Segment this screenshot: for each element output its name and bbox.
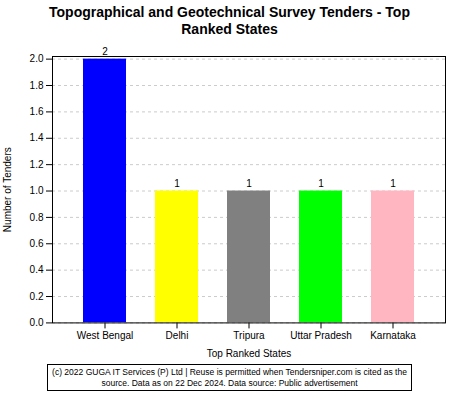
- svg-text:0.2: 0.2: [30, 290, 44, 301]
- svg-text:1.0: 1.0: [30, 185, 44, 196]
- svg-text:1.2: 1.2: [30, 158, 44, 169]
- svg-text:1.8: 1.8: [30, 79, 44, 90]
- svg-text:1: 1: [174, 178, 180, 189]
- svg-text:1: 1: [390, 178, 396, 189]
- svg-text:West Bengal: West Bengal: [77, 330, 134, 341]
- svg-text:0.8: 0.8: [30, 211, 44, 222]
- svg-text:Top Ranked States: Top Ranked States: [207, 348, 292, 359]
- svg-text:1: 1: [246, 178, 252, 189]
- html-text:Topographical and Geotechnical: Topographical and Geotechnical Survey Te…: [49, 4, 410, 37]
- svg-text:Karnataka: Karnataka: [370, 330, 416, 341]
- svg-text:Uttar Pradesh: Uttar Pradesh: [290, 330, 352, 341]
- svg-text:0.4: 0.4: [30, 264, 44, 275]
- svg-text:1: 1: [318, 178, 324, 189]
- svg-text:0.6: 0.6: [30, 238, 44, 249]
- svg-text:1.4: 1.4: [30, 132, 44, 143]
- svg-text:2: 2: [102, 46, 108, 57]
- svg-text:2.0: 2.0: [30, 53, 44, 64]
- svg-text:Number of Tenders: Number of Tenders: [2, 147, 13, 232]
- html-text:(c) 2022 GUGA IT Services (P): (c) 2022 GUGA IT Services (P) Ltd | Reus…: [52, 367, 407, 388]
- svg-text:0.0: 0.0: [30, 317, 44, 328]
- svg-text:1.6: 1.6: [30, 106, 44, 117]
- svg-text:Tripura: Tripura: [233, 330, 265, 341]
- svg-text:Delhi: Delhi: [166, 330, 189, 341]
